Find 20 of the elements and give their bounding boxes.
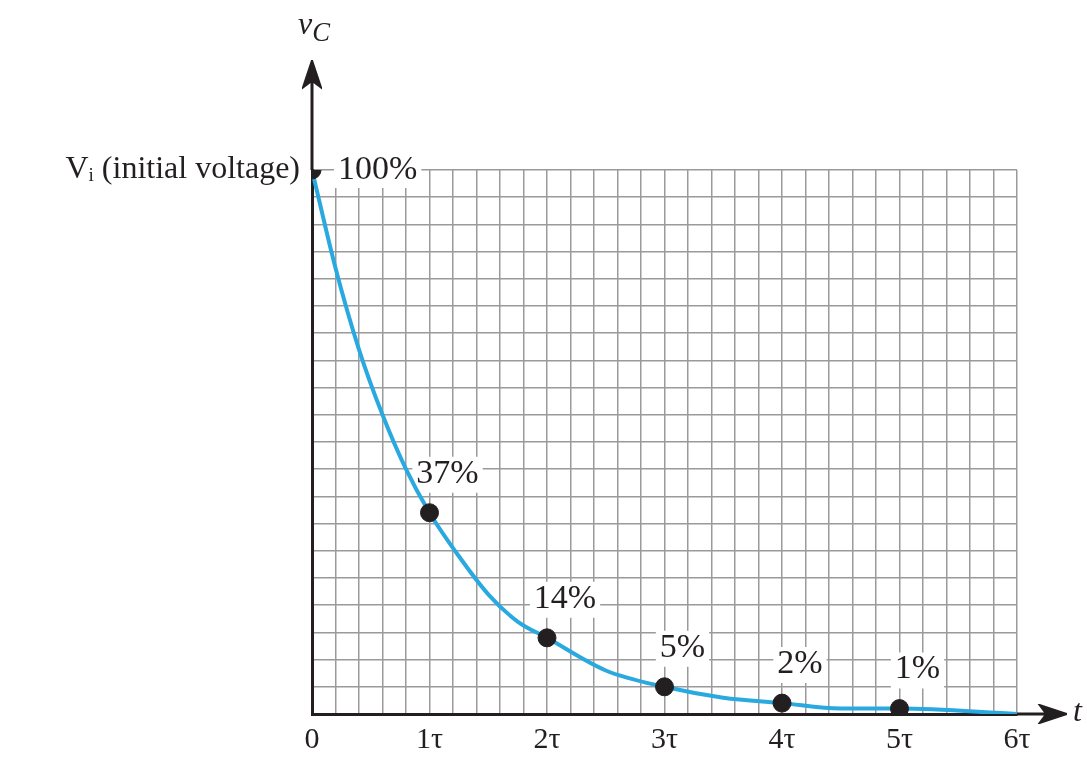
- x-axis-title: t: [1073, 692, 1082, 729]
- point: [772, 693, 792, 713]
- x-tick-label: 4τ: [768, 720, 796, 754]
- y-axis-title: v$_{C}$: [298, 5, 330, 49]
- point: [537, 628, 557, 648]
- data-label: 2%: [777, 643, 823, 681]
- x-tick-label: 3τ: [650, 720, 679, 754]
- x-tick-label: 5τ: [885, 720, 914, 754]
- annotation: Vᵢ (initial voltage): [65, 149, 300, 186]
- x-tick-label: 1τ: [415, 720, 444, 754]
- point: [420, 503, 439, 523]
- data-label: 37%: [416, 452, 479, 490]
- x-tick-label: 6τ: [1003, 720, 1031, 754]
- point: [655, 677, 674, 697]
- x-tick-label: 2τ: [533, 720, 561, 754]
- data-label: 1%: [894, 648, 941, 686]
- x-tick-label: 0: [304, 720, 320, 754]
- data-label: 100%: [338, 148, 418, 186]
- data-label: 5%: [659, 626, 706, 664]
- data-label: 14%: [533, 577, 597, 615]
